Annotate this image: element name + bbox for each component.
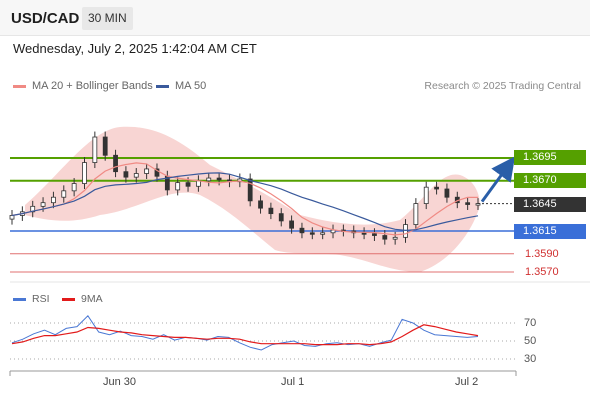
rsi-ma-line bbox=[11, 324, 479, 346]
rsi-tick-30: 30 bbox=[524, 353, 537, 365]
candle-body bbox=[413, 203, 419, 225]
candle-body bbox=[465, 202, 471, 205]
candle-body bbox=[51, 196, 56, 204]
candle-body bbox=[61, 190, 67, 198]
x-tick-jul2: Jul 2 bbox=[455, 376, 479, 388]
candle-body bbox=[175, 182, 181, 191]
ma20-swatch bbox=[13, 84, 26, 88]
rsi-swatch bbox=[13, 297, 26, 301]
tag-last-price-value: 1.3645 bbox=[523, 198, 557, 210]
candle-body bbox=[102, 136, 108, 156]
ma20-label: MA 20 + Bollinger Bands bbox=[32, 80, 153, 92]
rsi-line bbox=[11, 315, 479, 351]
candle-body bbox=[382, 235, 388, 240]
candle-body bbox=[9, 215, 15, 220]
candle-body bbox=[113, 154, 118, 173]
candle-body bbox=[123, 171, 129, 178]
copyright-note: Research © 2025 Trading Central bbox=[424, 80, 581, 92]
tag-target-1: 1.3670 bbox=[514, 173, 586, 188]
legend-rsi-ma: 9MA bbox=[62, 293, 103, 305]
rsi-tick-50: 50 bbox=[524, 335, 537, 347]
symbol-title: USD/CAD bbox=[11, 10, 80, 27]
chart-header: USD/CAD 30 MIN bbox=[0, 0, 590, 36]
candle-body bbox=[237, 178, 243, 183]
candle-body bbox=[372, 233, 377, 236]
candle-body bbox=[289, 220, 295, 229]
candle-body bbox=[133, 173, 139, 178]
tag-target-2-value: 1.3695 bbox=[523, 151, 557, 163]
candle-body bbox=[278, 213, 284, 222]
candle-body bbox=[320, 232, 326, 235]
candle-body bbox=[216, 177, 222, 181]
rsi-ma-label: 9MA bbox=[81, 293, 103, 305]
x-tick-jul1: Jul 1 bbox=[281, 376, 305, 388]
rsi-tick-70: 70 bbox=[524, 317, 537, 329]
candle-body bbox=[40, 202, 46, 207]
rsi-ma-swatch bbox=[62, 297, 75, 301]
tag-target-2: 1.3695 bbox=[514, 150, 586, 165]
candle-body bbox=[361, 232, 367, 235]
candle-body bbox=[144, 168, 150, 174]
legend-ma50: MA 50 bbox=[156, 80, 206, 92]
candle-body bbox=[206, 177, 212, 182]
candle-body bbox=[299, 227, 305, 234]
legend-rsi: RSI bbox=[13, 293, 50, 305]
tag-support-2: 1.3570 bbox=[525, 266, 559, 278]
candle-body bbox=[444, 188, 450, 198]
candle-body bbox=[258, 200, 263, 209]
tag-target-1-value: 1.3670 bbox=[523, 174, 557, 186]
tag-last-price: 1.3645 bbox=[514, 197, 586, 212]
chart-timestamp: Wednesday, July 2, 2025 1:42:04 AM CET bbox=[13, 41, 257, 56]
candle-body bbox=[82, 162, 87, 184]
candle-body bbox=[195, 180, 201, 187]
candle-body bbox=[247, 178, 253, 202]
candle-body bbox=[154, 168, 160, 177]
candle-body bbox=[475, 203, 481, 206]
candle-body bbox=[434, 186, 439, 190]
candle-body bbox=[92, 136, 98, 163]
ma20-line bbox=[11, 162, 478, 236]
tag-pivot: 1.3615 bbox=[514, 224, 586, 239]
ma50-line bbox=[11, 172, 479, 232]
legend-ma20: MA 20 + Bollinger Bands bbox=[13, 80, 153, 92]
candle-body bbox=[392, 236, 398, 240]
candle-body bbox=[309, 232, 315, 235]
ma50-label: MA 50 bbox=[175, 80, 207, 92]
candle-body bbox=[185, 182, 191, 187]
x-tick-jun30: Jun 30 bbox=[103, 376, 137, 388]
tag-support-1: 1.3590 bbox=[525, 248, 559, 260]
candle-body bbox=[423, 186, 429, 205]
interval-button[interactable]: 30 MIN bbox=[82, 7, 133, 30]
rsi-label: RSI bbox=[32, 293, 50, 305]
ma50-swatch bbox=[156, 84, 169, 88]
tag-pivot-value: 1.3615 bbox=[523, 225, 557, 237]
candle-body bbox=[268, 207, 274, 215]
candle-body bbox=[71, 183, 77, 192]
projection-arrow bbox=[480, 156, 516, 203]
